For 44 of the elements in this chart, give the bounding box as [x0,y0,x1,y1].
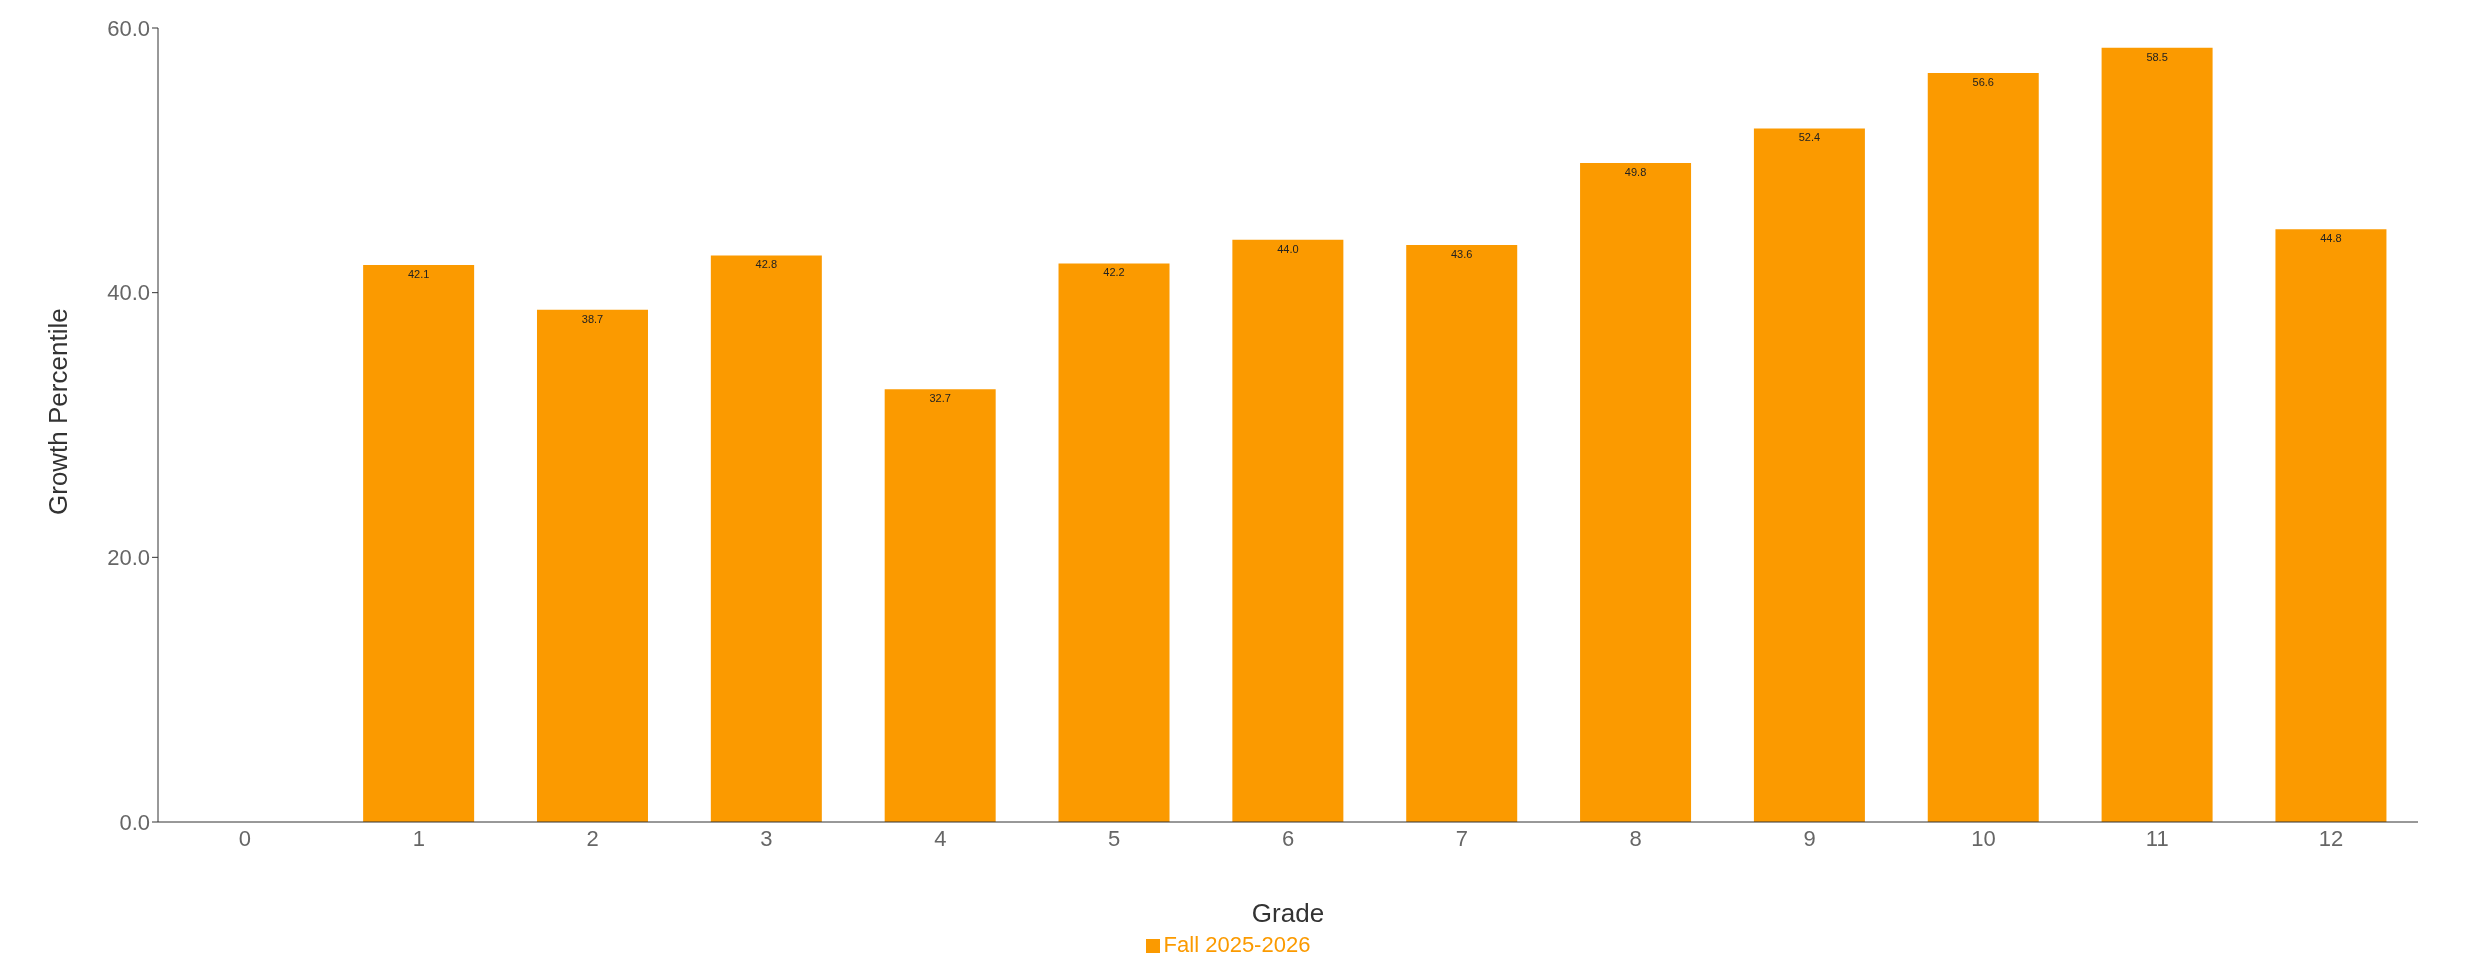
x-tick-label: 5 [1108,825,1121,851]
bar [1406,245,1518,822]
bar [536,309,648,822]
x-tick-label: 1 [412,825,425,851]
x-tick-label: 11 [2145,825,2169,851]
data-label: 42.8 [755,258,778,271]
y-tick-label: 20.0 [107,545,150,571]
data-label: 56.6 [1972,75,1994,88]
bar [710,255,822,822]
data-label: 58.5 [2146,50,2168,63]
x-tick-label: 7 [1455,825,1468,851]
data-label: 43.6 [1451,247,1473,260]
bar [1753,128,1865,822]
x-tick-label: 9 [1803,825,1816,851]
bar [1058,263,1170,822]
data-label: 32.7 [929,392,951,405]
x-tick-label: 2 [586,825,599,851]
x-tick-label: 6 [1281,825,1295,851]
bar [1580,162,1692,822]
x-tick-label: 12 [2318,825,2344,851]
bar [1232,239,1344,822]
x-axis-title: Grade [1251,898,1325,928]
data-label: 49.8 [1624,165,1647,178]
data-label: 44.8 [2320,231,2342,244]
y-axis-title: Growth Percentile [43,308,74,515]
bar [363,264,475,822]
data-label: 38.7 [581,312,604,325]
x-tick-label: 3 [760,825,773,851]
bar [1927,72,2039,822]
y-tick-label: 40.0 [107,280,150,306]
y-tick-label: 60.0 [107,15,150,41]
legend-label: Fall 2025-2026 [1163,932,1311,957]
data-label: 42.1 [407,267,430,280]
bar [884,389,996,822]
data-label: 44.0 [1277,242,1299,255]
y-tick-label: 0.0 [119,809,150,835]
x-tick-label: 0 [238,825,252,851]
bar [2101,47,2213,822]
data-label: 52.4 [1798,131,1821,144]
bar [2275,229,2387,822]
x-tick-label: 10 [1971,825,1996,851]
x-tick-label: 4 [934,825,947,851]
x-tick-label: 8 [1629,825,1642,851]
data-label: 42.2 [1103,266,1125,279]
